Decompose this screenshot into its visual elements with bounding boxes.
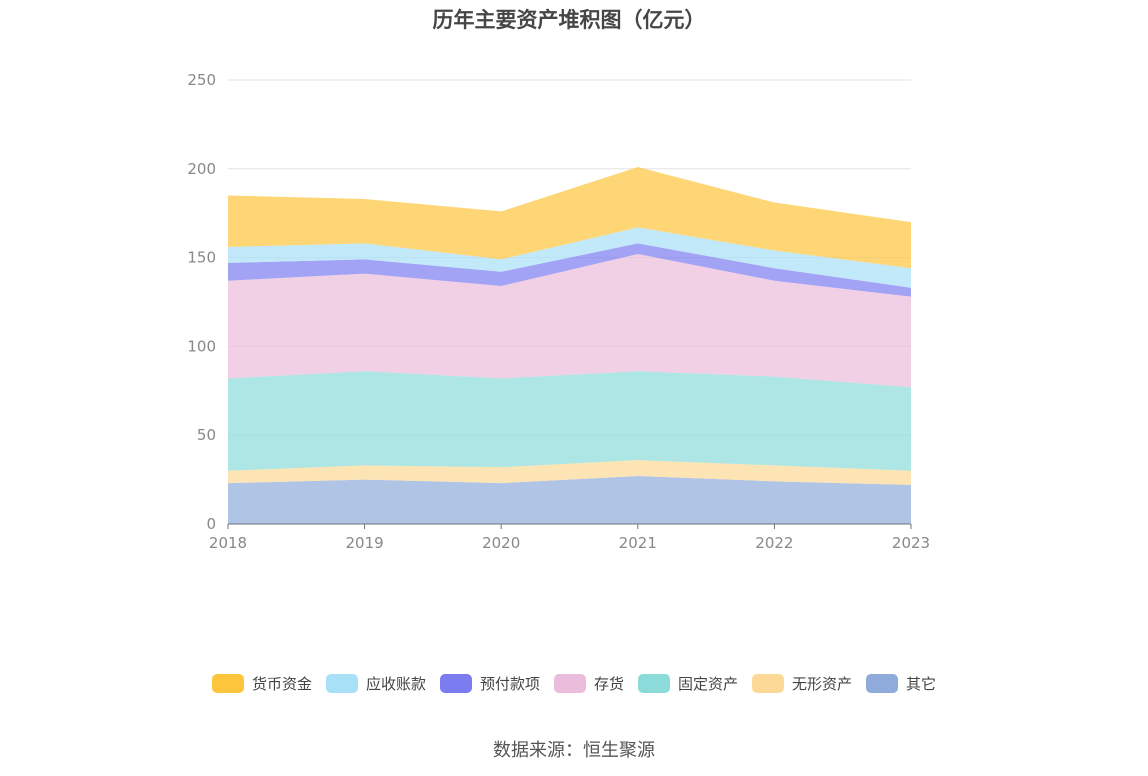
x-tick-label: 2018 [209,534,247,552]
legend-swatch [439,674,472,693]
legend-label: 无形资产 [792,675,853,693]
stacked-area-chart: 0 50 100 150 200 250 2018 2019 2020 2021 2022 2023 [187,71,930,552]
legend-swatch [553,674,586,693]
legend-label: 货币资金 [251,675,312,693]
legend-item[interactable]: 预付款项 [439,673,540,694]
area-series-1[interactable] [228,460,911,485]
legend-item[interactable]: 固定资产 [638,673,738,694]
y-tick-label: 150 [187,249,216,267]
y-tick-label: 0 [206,515,216,533]
y-tick-label: 50 [197,426,216,444]
legend-item[interactable]: 无形资产 [752,673,852,694]
legend-item[interactable]: 存货 [553,673,624,694]
legend-item[interactable]: 其它 [866,673,936,694]
legend-swatch [638,674,670,693]
area-series-2[interactable] [228,371,911,471]
x-tick-label: 2022 [755,534,793,552]
area-series [228,167,911,524]
axes: 0 50 100 150 200 250 2018 2019 2020 2021 2022 2023 [187,71,930,552]
x-tick-label: 2023 [892,534,930,552]
area-series-5[interactable] [228,227,911,288]
legend-swatch [866,674,899,693]
legend-label: 存货 [593,675,624,693]
y-tick-label: 100 [187,337,216,355]
legend-label: 应收账款 [365,675,426,693]
legend-swatch [325,674,358,693]
area-series-4[interactable] [228,243,911,297]
chart-title: 历年主要资产堆积图（亿元） [432,8,706,32]
x-tick-label: 2019 [346,534,384,552]
area-series-6[interactable] [228,167,911,269]
x-tick-label: 2020 [482,534,520,552]
legend: 货币资金 应收账款 预付款项 存货 固定资产 无形资产 其它 [0,673,1148,694]
data-source: 数据来源：恒生聚源 [493,740,655,761]
legend-item[interactable]: 货币资金 [211,673,312,694]
y-tick-label: 250 [187,71,216,89]
y-tick-label: 200 [187,160,216,178]
x-tick-label: 2021 [619,534,657,552]
legend-swatch [211,674,244,693]
legend-label: 固定资产 [678,675,739,693]
area-series-3[interactable] [228,254,911,388]
legend-label: 预付款项 [479,675,540,693]
legend-item[interactable]: 应收账款 [325,673,426,694]
area-series-0[interactable] [228,476,911,524]
legend-label: 其它 [906,675,937,693]
legend-swatch [752,674,785,693]
